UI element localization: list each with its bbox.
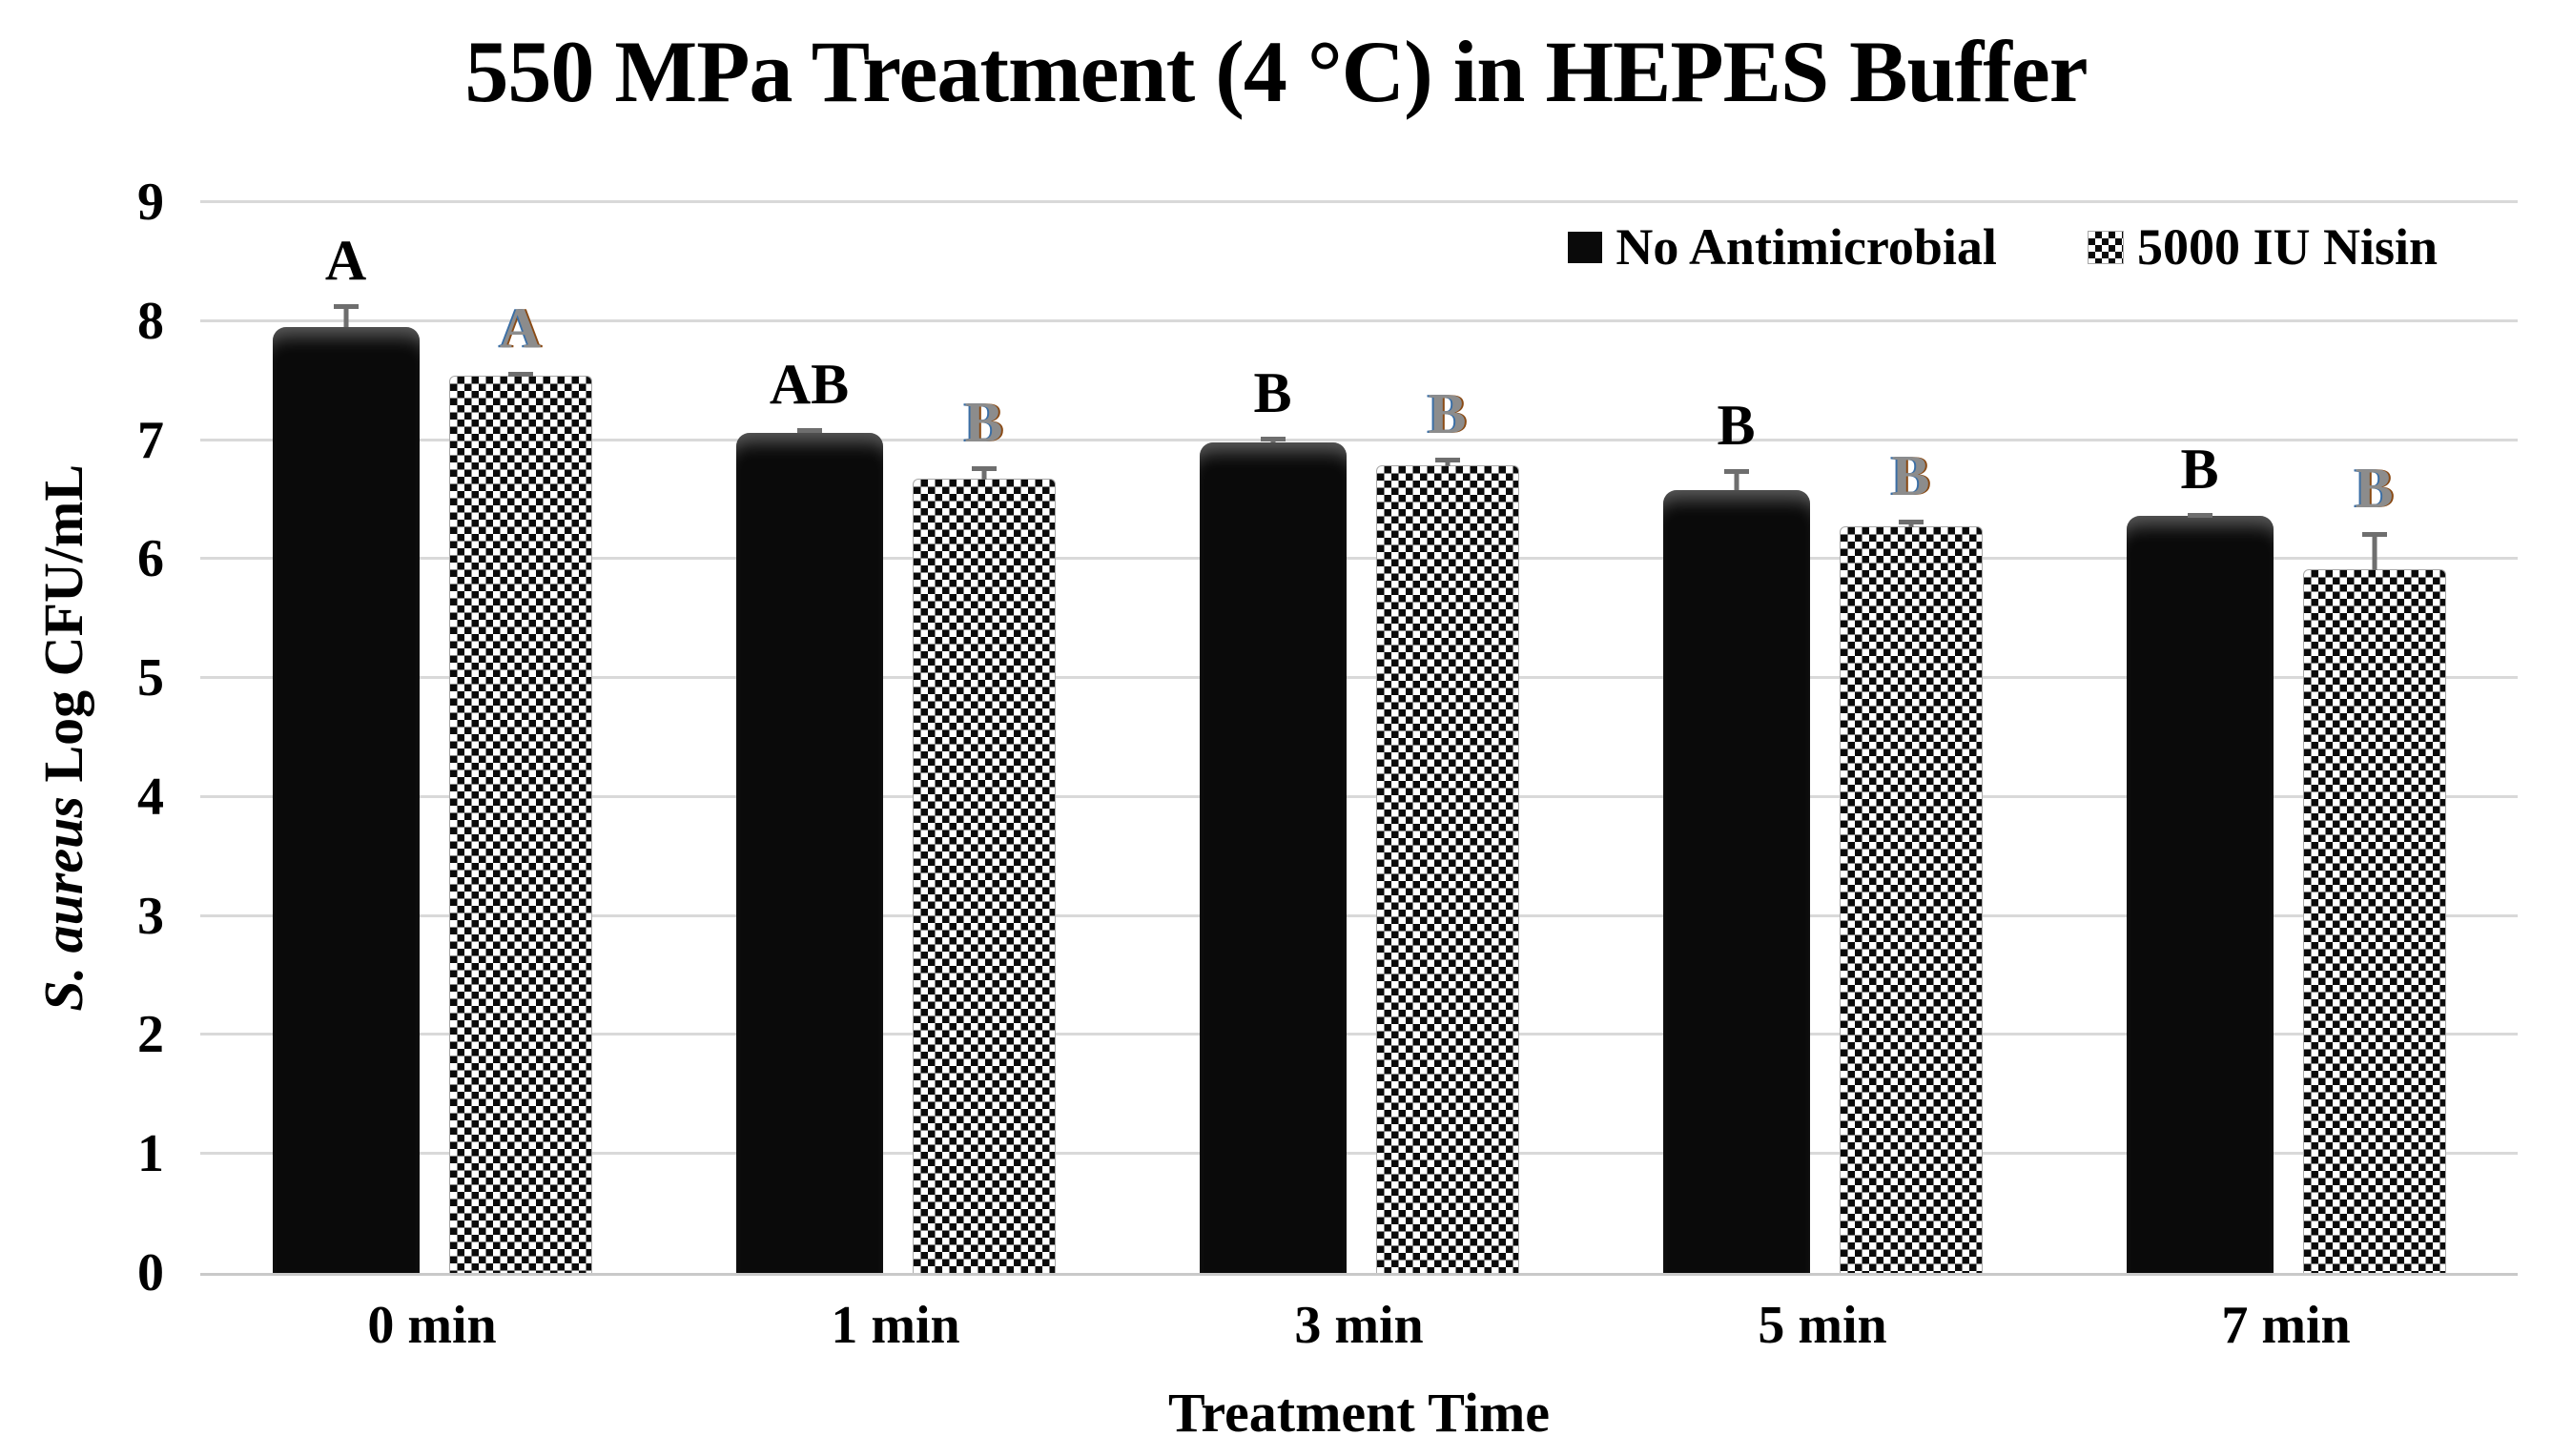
bar-solid-5-min	[1662, 489, 1810, 1273]
x-tick-label: 1 min	[831, 1296, 960, 1355]
legend: No Antimicrobial 5000 IU Nisin	[1568, 217, 2438, 277]
gridline	[200, 913, 2518, 917]
legend-item-no-antimicrobial: No Antimicrobial	[1568, 217, 1997, 277]
y-tick-label: 4	[137, 767, 164, 827]
legend-label: 5000 IU Nisin	[2136, 218, 2438, 276]
gridline	[200, 438, 2518, 441]
y-tick-label: 9	[137, 173, 164, 232]
bar-solid-7-min	[2126, 516, 2274, 1273]
significance-letter: B	[2355, 456, 2394, 520]
x-tick-label: 3 min	[1294, 1296, 1424, 1355]
x-tick-label: 7 min	[2221, 1296, 2351, 1355]
y-tick-label: 3	[137, 886, 164, 946]
error-bar	[1260, 436, 1286, 443]
gridline	[200, 557, 2518, 561]
x-tick-label: 5 min	[1758, 1296, 1887, 1355]
x-axis-ticks: 0 min 1 min 3 min 5 min 7 min	[200, 1295, 2518, 1356]
significance-letter: A	[324, 229, 367, 293]
error-bar-cap	[1723, 468, 1749, 474]
y-tick-label: 8	[137, 291, 164, 351]
bar-checker-1-min	[912, 478, 1056, 1273]
bar-slot: AB	[735, 202, 883, 1273]
gridline	[200, 318, 2518, 322]
bar-slot: A	[448, 202, 592, 1273]
error-bar	[971, 466, 997, 480]
significance-letter: B	[2180, 437, 2219, 501]
bar-group-1-min: AB B	[664, 202, 1127, 1273]
bar-solid-1-min	[735, 433, 883, 1273]
y-tick-label: 2	[137, 1005, 164, 1065]
significance-letter: B	[1428, 382, 1467, 446]
bar-checker-0-min	[448, 376, 592, 1273]
bar-slot: B	[1375, 202, 1519, 1273]
error-bar	[2361, 531, 2387, 570]
error-bar	[507, 372, 533, 378]
legend-item-nisin: 5000 IU Nisin	[2087, 217, 2438, 277]
significance-letter: B	[1253, 360, 1292, 424]
gridline	[200, 1033, 2518, 1036]
gridline	[200, 200, 2518, 203]
significance-letter: B	[1891, 444, 1930, 508]
bar-solid-3-min	[1199, 442, 1347, 1273]
legend-swatch-checker-icon	[2087, 230, 2124, 264]
x-tick-label: 0 min	[367, 1296, 497, 1355]
error-bar-cap	[2187, 512, 2212, 518]
y-axis-ticks: 0 1 2 3 4 5 6 7 8 9	[0, 175, 164, 1300]
error-bar-stem	[1734, 468, 1739, 490]
bar-solid-0-min	[272, 327, 420, 1273]
y-tick-label: 5	[137, 648, 164, 708]
plot-area: A A AB B B B B B B B	[200, 200, 2518, 1276]
error-bar-cap	[1898, 520, 1924, 525]
y-tick-label: 6	[137, 529, 164, 589]
error-bar	[796, 428, 822, 434]
error-bar-cap	[1434, 458, 1460, 463]
error-bar-cap	[333, 304, 359, 310]
error-bar-stem	[981, 466, 986, 480]
gridline	[200, 794, 2518, 798]
significance-letter: B	[964, 391, 1003, 455]
y-tick-label: 7	[137, 410, 164, 470]
error-bar-cap	[507, 372, 533, 378]
error-bar	[1723, 468, 1749, 490]
gridline	[200, 676, 2518, 680]
significance-letter: B	[1717, 393, 1756, 457]
error-bar-cap	[2361, 531, 2387, 537]
significance-letter: A	[499, 297, 542, 360]
error-bar	[2187, 512, 2212, 518]
bar-slot: B	[1662, 202, 1810, 1273]
bar-slot: B	[2126, 202, 2274, 1273]
gridline	[200, 1152, 2518, 1156]
bar-checker-7-min	[2302, 568, 2446, 1273]
legend-label: No Antimicrobial	[1616, 218, 1997, 276]
error-bar-cap	[1260, 436, 1286, 441]
bar-slot: B	[1839, 202, 1983, 1273]
bar-checker-5-min	[1839, 525, 1983, 1273]
bar-slot: B	[912, 202, 1056, 1273]
y-tick-label: 0	[137, 1243, 164, 1302]
error-bar-stem	[343, 304, 348, 328]
error-bar-stem	[2372, 531, 2377, 570]
error-bar-cap	[971, 466, 997, 472]
bar-slot: B	[1199, 202, 1347, 1273]
error-bar	[1434, 458, 1460, 467]
bar-slot: B	[2302, 202, 2446, 1273]
bar-checker-3-min	[1375, 465, 1519, 1273]
error-bar-cap	[796, 428, 822, 434]
bar-groups: A A AB B B B B B B B	[200, 202, 2518, 1273]
y-tick-label: 1	[137, 1124, 164, 1184]
legend-swatch-solid-icon	[1568, 231, 1603, 263]
chart-title: 550 MPa Treatment (4 °C) in HEPES Buffer	[464, 23, 2088, 120]
x-axis-title: Treatment Time	[1167, 1382, 1551, 1444]
bar-slot: A	[272, 202, 420, 1273]
significance-letter: AB	[769, 353, 850, 417]
error-bar	[333, 304, 359, 328]
error-bar	[1898, 520, 1924, 527]
